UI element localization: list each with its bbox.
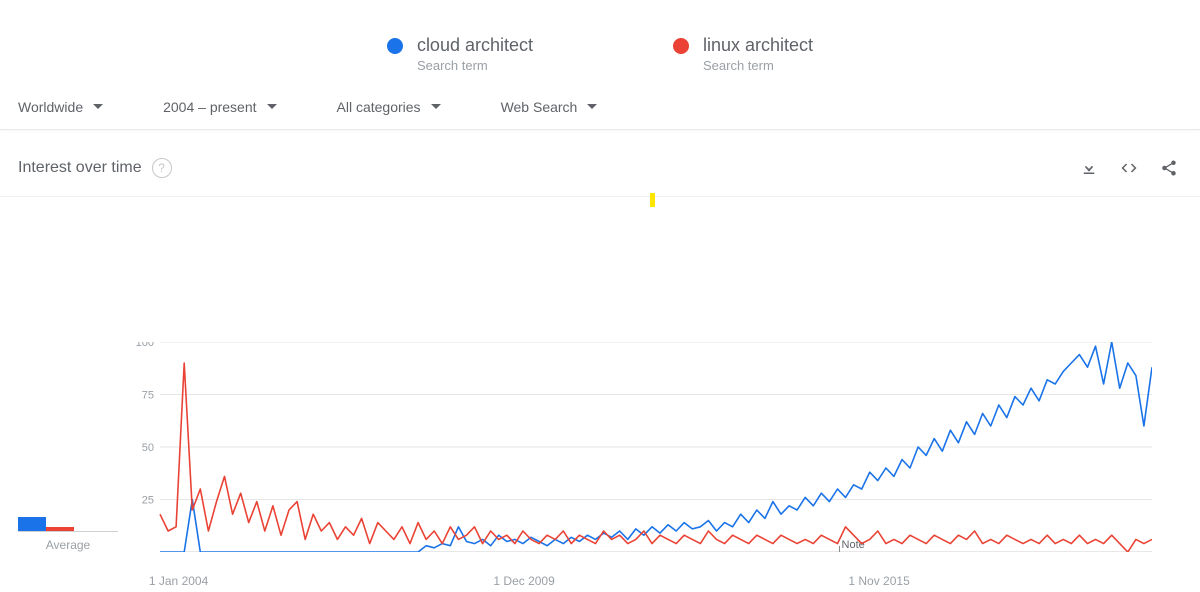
search-terms: cloud architect Search term linux archit… [0, 0, 1200, 73]
filter-category-label: All categories [337, 99, 421, 115]
term-2-dot [673, 38, 689, 54]
filter-searchtype[interactable]: Web Search [501, 99, 598, 115]
average-label: Average [18, 538, 118, 552]
svg-text:25: 25 [142, 495, 154, 507]
chevron-down-icon [431, 104, 441, 109]
panel-header: Interest over time ? [0, 136, 1200, 197]
filter-timerange[interactable]: 2004 – present [163, 99, 276, 115]
download-icon[interactable] [1080, 159, 1098, 177]
x-tick-label: 1 Nov 2015 [848, 574, 909, 588]
filter-category[interactable]: All categories [337, 99, 441, 115]
term-1-dot [387, 38, 403, 54]
svg-text:Note: Note [842, 539, 865, 551]
filter-bar: Worldwide 2004 – present All categories … [0, 73, 1200, 130]
average-bars [18, 469, 118, 532]
average-bar [46, 527, 74, 531]
x-tick-label: 1 Dec 2009 [493, 574, 554, 588]
svg-text:75: 75 [142, 390, 154, 402]
term-1-label: cloud architect [417, 34, 533, 57]
panel-title: Interest over time [18, 159, 142, 177]
chevron-down-icon [587, 104, 597, 109]
embed-icon[interactable] [1120, 159, 1138, 177]
filter-region-label: Worldwide [18, 99, 83, 115]
svg-text:100: 100 [136, 342, 154, 349]
x-tick-label: 1 Jan 2004 [149, 574, 208, 588]
term-1-sub: Search term [417, 58, 533, 73]
filter-timerange-label: 2004 – present [163, 99, 256, 115]
svg-text:50: 50 [142, 442, 154, 454]
term-2-label: linux architect [703, 34, 813, 57]
term-2-sub: Search term [703, 58, 813, 73]
filter-region[interactable]: Worldwide [18, 99, 103, 115]
help-icon[interactable]: ? [152, 158, 172, 178]
filter-searchtype-label: Web Search [501, 99, 578, 115]
line-chart: 25 50 75 100 Note [132, 342, 1152, 552]
chevron-down-icon [267, 104, 277, 109]
term-2[interactable]: linux architect Search term [673, 34, 813, 73]
term-1[interactable]: cloud architect Search term [387, 34, 533, 73]
average-bar [18, 517, 46, 531]
yellow-caret [650, 193, 655, 207]
average-block: Average [18, 469, 118, 552]
chevron-down-icon [93, 104, 103, 109]
share-icon[interactable] [1160, 159, 1178, 177]
chart-area: Average 25 50 75 100 Note 1 Jan 2004 1 Dec 20… [0, 322, 1200, 592]
